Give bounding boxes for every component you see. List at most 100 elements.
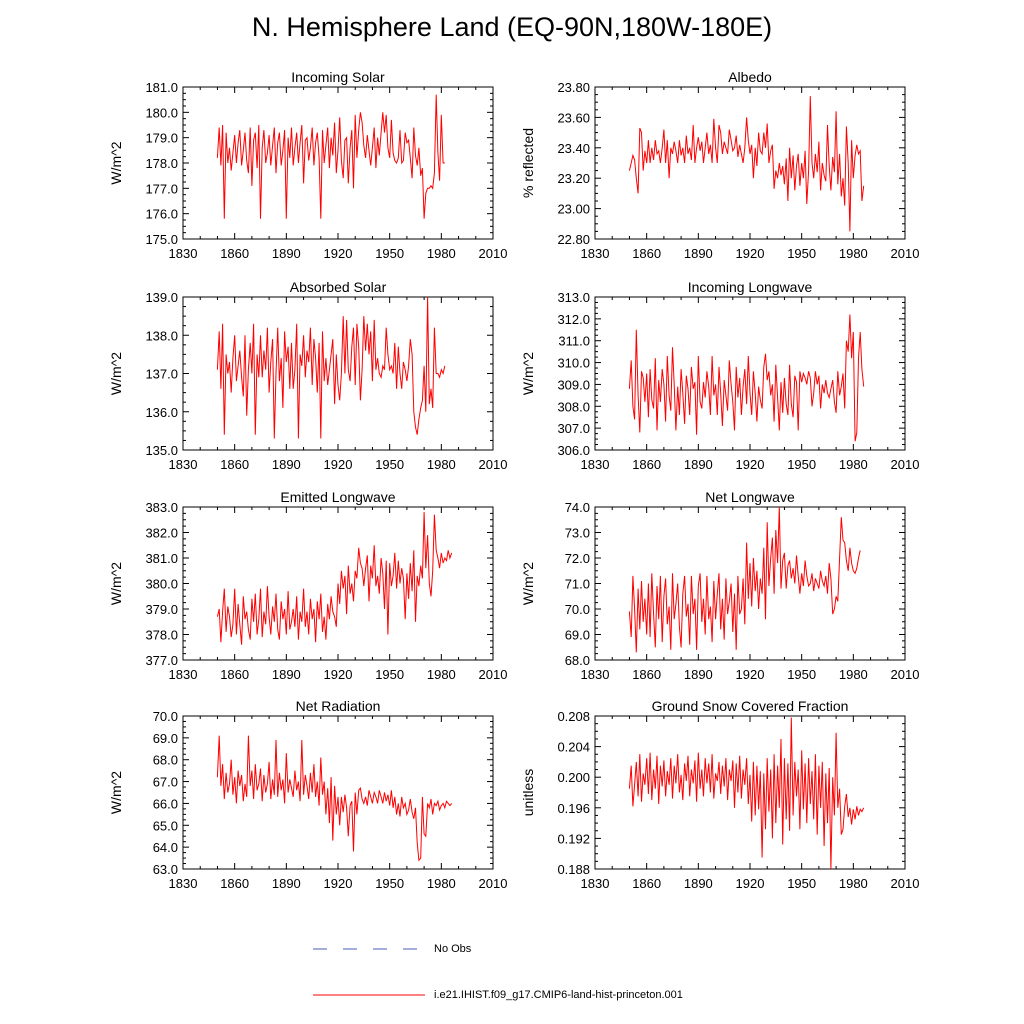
y-axis-label: W/m^2 <box>520 562 536 605</box>
y-tick-label: 309.0 <box>557 377 590 392</box>
y-tick-label: 312.0 <box>557 312 590 327</box>
x-tick-label: 1980 <box>839 667 868 682</box>
y-axis-label: % reflected <box>520 128 536 198</box>
chart-title: Net Radiation <box>296 698 381 714</box>
x-tick-label: 1830 <box>169 246 198 261</box>
y-tick-label: 311.0 <box>558 334 590 349</box>
y-tick-label: 307.0 <box>557 421 590 436</box>
y-axis-label: W/m^2 <box>108 771 124 814</box>
y-tick-label: 0.196 <box>557 801 590 816</box>
y-tick-label: 181.0 <box>145 80 178 95</box>
x-tick-label: 1980 <box>839 246 868 261</box>
y-tick-label: 179.0 <box>145 131 178 146</box>
y-tick-label: 380.0 <box>145 577 178 592</box>
y-tick-label: 0.208 <box>557 709 590 724</box>
chart-title: Net Longwave <box>705 489 795 505</box>
y-tick-label: 139.0 <box>145 290 178 305</box>
y-tick-label: 313.0 <box>557 290 590 305</box>
y-tick-label: 63.0 <box>153 862 178 877</box>
x-tick-label: 1890 <box>272 457 301 472</box>
x-tick-label: 1920 <box>736 667 765 682</box>
chart-panel-0: Incoming Solar W/m^2 1830 1860 1890 1920 1950 1… <box>108 69 507 261</box>
chart-panel-3: Incoming Longwave W/m^2 1830 1860 1890 1920 19… <box>520 279 919 472</box>
y-tick-label: 310.0 <box>557 356 590 371</box>
legend-label-model: i.e21.IHIST.f09_g17.CMIP6-land-hist-prin… <box>434 989 683 1001</box>
chart-panel-5: Net Longwave W/m^2 1830 1860 1890 1920 1950 198… <box>520 489 919 682</box>
series-line-0 <box>628 314 865 442</box>
x-tick-label: 1950 <box>375 246 404 261</box>
x-tick-label: 1830 <box>169 876 198 891</box>
y-tick-label: 177.0 <box>145 181 178 196</box>
series-line-0 <box>216 735 453 862</box>
y-tick-label: 0.200 <box>557 770 590 785</box>
chart-title: Incoming Solar <box>291 69 385 85</box>
y-tick-label: 178.0 <box>145 156 178 171</box>
x-tick-label: 1890 <box>684 667 713 682</box>
y-tick-label: 175.0 <box>145 232 178 247</box>
y-tick-label: 72.0 <box>565 551 590 566</box>
y-tick-label: 23.60 <box>557 110 590 125</box>
x-tick-label: 2010 <box>891 457 920 472</box>
y-tick-label: 137.0 <box>145 367 178 382</box>
x-tick-label: 1920 <box>736 246 765 261</box>
chart-title: Albedo <box>728 69 772 85</box>
x-tick-label: 1950 <box>375 667 404 682</box>
legend-label-no-obs: No Obs <box>434 943 472 955</box>
chart-panel-1: Albedo % reflected 1830 1860 1890 1920 1950 198… <box>520 69 919 261</box>
plot-frame <box>182 86 494 240</box>
x-tick-label: 1860 <box>220 876 249 891</box>
y-tick-label: 69.0 <box>153 731 178 746</box>
y-axis-label: W/m^2 <box>520 352 536 395</box>
x-tick-label: 1950 <box>375 457 404 472</box>
x-tick-label: 1830 <box>169 457 198 472</box>
y-tick-label: 0.204 <box>557 740 590 755</box>
x-tick-label: 1980 <box>427 246 456 261</box>
x-tick-label: 1890 <box>684 457 713 472</box>
x-tick-label: 1950 <box>375 876 404 891</box>
y-tick-label: 23.00 <box>557 202 590 217</box>
x-tick-label: 1980 <box>427 667 456 682</box>
x-tick-label: 1920 <box>324 457 353 472</box>
y-tick-label: 70.0 <box>565 602 590 617</box>
x-tick-label: 1920 <box>324 246 353 261</box>
y-tick-label: 180.0 <box>145 105 178 120</box>
chart-panel-6: Net Radiation W/m^2 1830 1860 1890 1920 1950 19… <box>108 698 507 891</box>
y-axis-label: unitless <box>520 769 536 816</box>
x-tick-label: 1950 <box>787 246 816 261</box>
chart-panel-2: Absorbed Solar W/m^2 1830 1860 1890 1920 1950 1… <box>108 279 507 472</box>
x-tick-label: 1860 <box>632 246 661 261</box>
chart-title: Ground Snow Covered Fraction <box>652 698 849 714</box>
y-tick-label: 65.0 <box>153 818 178 833</box>
x-tick-label: 1830 <box>581 457 610 472</box>
x-tick-label: 1860 <box>632 876 661 891</box>
x-tick-label: 2010 <box>891 667 920 682</box>
series-line-0 <box>216 512 453 645</box>
chart-title: Absorbed Solar <box>290 279 387 295</box>
x-tick-label: 1890 <box>272 876 301 891</box>
y-tick-label: 66.0 <box>153 796 178 811</box>
x-tick-label: 1830 <box>581 246 610 261</box>
x-tick-label: 1830 <box>169 667 198 682</box>
y-tick-label: 71.0 <box>565 577 590 592</box>
y-tick-label: 73.0 <box>565 526 590 541</box>
y-tick-label: 135.0 <box>145 443 178 458</box>
y-tick-label: 23.20 <box>557 171 590 186</box>
y-tick-label: 74.0 <box>565 500 590 515</box>
y-tick-label: 64.0 <box>153 840 178 855</box>
series-line-0 <box>216 94 445 219</box>
x-tick-label: 1920 <box>324 876 353 891</box>
y-tick-label: 176.0 <box>145 207 178 222</box>
x-tick-label: 1860 <box>632 667 661 682</box>
x-tick-label: 1980 <box>427 457 456 472</box>
y-axis-label: W/m^2 <box>108 141 124 184</box>
y-axis-label: W/m^2 <box>108 562 124 605</box>
x-tick-label: 1890 <box>272 246 301 261</box>
x-tick-label: 2010 <box>891 246 920 261</box>
x-tick-label: 1980 <box>839 457 868 472</box>
y-tick-label: 23.40 <box>557 141 590 156</box>
y-tick-label: 382.0 <box>145 526 178 541</box>
x-tick-label: 2010 <box>479 457 508 472</box>
x-tick-label: 1920 <box>324 667 353 682</box>
chart-title: Emitted Longwave <box>280 489 395 505</box>
